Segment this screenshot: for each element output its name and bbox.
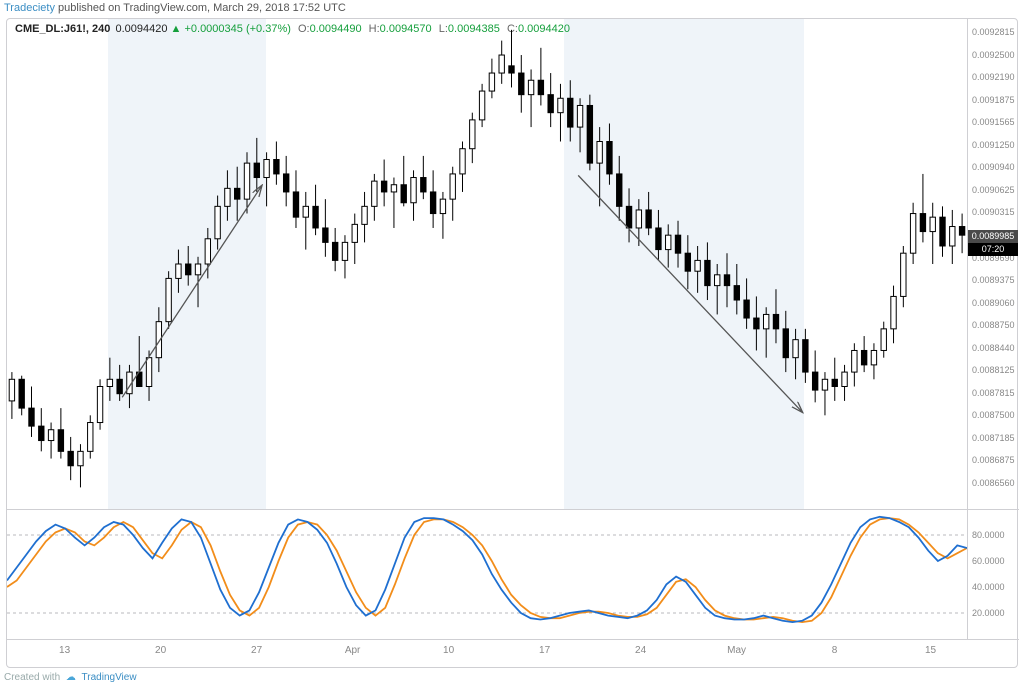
time-tick: 8 (832, 645, 838, 656)
price-tick: 0.0087815 (972, 388, 1015, 398)
footer-credit: Created with ☁ TradingView (4, 672, 137, 683)
price-tick: 0.0088440 (972, 343, 1015, 353)
price-tick: 0.0091250 (972, 140, 1015, 150)
time-axis[interactable]: 13 20 27 Apr 10 17 24 May 8 15 (7, 639, 967, 667)
price-tick: 0.0088125 (972, 365, 1015, 375)
price-tick: 0.0091875 (972, 95, 1015, 105)
created-with-label: Created with (4, 672, 60, 683)
header-publish-line: Tradeciety published on TradingView.com,… (4, 2, 346, 14)
price-tick: 0.0089060 (972, 298, 1015, 308)
price-tick: 0.0090625 (972, 185, 1015, 195)
time-tick: 17 (539, 645, 550, 656)
publisher-link[interactable]: Tradeciety (4, 2, 55, 14)
time-tick: 27 (251, 645, 262, 656)
price-tick: 0.0086875 (972, 455, 1015, 465)
price-tick: 0.0090940 (972, 162, 1015, 172)
price-tick: 0.0092815 (972, 27, 1015, 37)
price-tick: 0.0087185 (972, 433, 1015, 443)
time-tick: 24 (635, 645, 646, 656)
tradingview-link[interactable]: TradingView (82, 672, 137, 683)
oscillator-axis[interactable]: 20.0000 40.0000 60.0000 80.0000 (967, 509, 1020, 639)
price-tick: 0.0089375 (972, 275, 1015, 285)
time-tick: May (727, 645, 746, 656)
time-tick: 13 (59, 645, 70, 656)
time-tick: Apr (345, 645, 361, 656)
price-tick: 0.0086560 (972, 478, 1015, 488)
chart-frame: CME_DL:J61!, 240 0.0094420 ▲ +0.0000345 … (6, 18, 1018, 668)
countdown-flag: 07:20 (968, 243, 1018, 256)
price-tick: 0.0087500 (972, 410, 1015, 420)
time-tick: 20 (155, 645, 166, 656)
price-axis[interactable]: 0.0092815 0.0092500 0.0092190 0.0091875 0.00… (967, 19, 1020, 509)
time-tick: 15 (925, 645, 936, 656)
tradingview-logo-icon: ☁ (66, 672, 76, 683)
price-tick: 0.0092500 (972, 50, 1015, 60)
time-tick: 10 (443, 645, 454, 656)
price-chart-svg (7, 19, 967, 509)
osc-tick: 80.0000 (972, 530, 1005, 540)
price-tick: 0.0088750 (972, 320, 1015, 330)
oscillator-panel[interactable] (7, 509, 967, 639)
osc-tick: 40.0000 (972, 582, 1005, 592)
price-tick: 0.0091565 (972, 117, 1015, 127)
osc-tick: 60.0000 (972, 556, 1005, 566)
oscillator-svg (7, 509, 967, 639)
osc-tick: 20.0000 (972, 608, 1005, 618)
header-publish-rest: published on TradingView.com, March 29, … (58, 2, 346, 14)
price-chart-panel[interactable]: CME_DL:J61!, 240 0.0094420 ▲ +0.0000345 … (7, 19, 967, 509)
last-price-flag: 0.0089985 (968, 230, 1018, 243)
price-tick: 0.0090315 (972, 207, 1015, 217)
price-tick: 0.0092190 (972, 72, 1015, 82)
